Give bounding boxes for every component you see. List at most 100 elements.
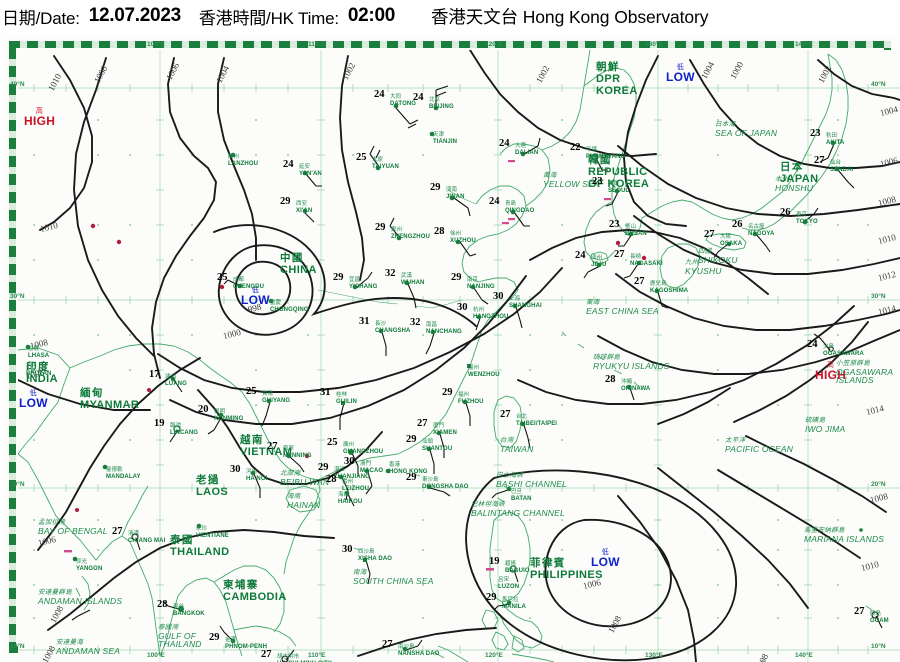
- station-temperature: 28: [157, 599, 168, 610]
- station-name-cn: 秋田: [826, 133, 838, 139]
- station-name-cn: 徐州: [450, 231, 462, 237]
- station-label: 曼德勒 MANDALAY: [106, 467, 141, 479]
- station-label: 大連 DALIAN: [515, 143, 539, 156]
- sea-label: 硫磺島 IWO JIMA: [805, 417, 845, 433]
- station-name-cn: 胡志明市: [277, 654, 300, 660]
- station-temperature: 25: [327, 437, 338, 448]
- station-label: 長崎 NAGASAKI: [630, 254, 663, 266]
- station-temperature: 30: [344, 456, 355, 467]
- station-name-en: NAGOYA: [748, 230, 775, 237]
- sea-label-cn: 海南: [287, 493, 301, 500]
- station-name-cn: 青島: [505, 201, 517, 207]
- high-pressure-marker: 高 HIGH: [24, 108, 55, 127]
- sea-label-en: HONSHU: [775, 182, 814, 193]
- station-label: 清邁 CHIANG MAI: [128, 531, 166, 544]
- station-label: 碧瑤 BAGUIO: [505, 561, 530, 573]
- station-name-cn: 天津: [433, 132, 445, 138]
- country-label-cn: 韓國: [588, 154, 612, 166]
- station-temperature: 27: [854, 606, 865, 617]
- station-name-cn: 長沙: [375, 321, 387, 327]
- station-name-cn: 永珍: [196, 526, 208, 532]
- station-label: 南寧 NANNING: [283, 446, 312, 458]
- station-name-en: SENDAI: [830, 166, 854, 173]
- sea-label-en: HAINAN: [287, 499, 321, 510]
- station-label: 南昌 NANCHANG: [426, 322, 462, 334]
- country-label-cn: 柬埔寨: [223, 579, 259, 591]
- country-label-cn: 中國: [280, 252, 304, 264]
- sea-label-en: EAST CHINA SEA: [586, 305, 659, 316]
- map-border: 1010 1008 1006 1004 1002 1002 1004 1000 1002 1010…: [2, 34, 900, 662]
- sea-label-en: RYUKYU ISLANDS: [593, 360, 670, 371]
- station-name-cn: 鄭州: [391, 227, 403, 233]
- lat-label-left: 30°N: [10, 293, 25, 300]
- station-label: 河內 HA NOI: [246, 469, 267, 481]
- station-name-cn: 呂宋: [498, 577, 510, 583]
- sea-label: 日本海 SEA OF JAPAN: [715, 121, 777, 137]
- pressure-marker-en: LOW: [19, 396, 48, 410]
- country-label-en: DPR: [596, 72, 621, 85]
- station-name-en: LINCANG: [170, 429, 199, 436]
- pressure-marker-cn: 高: [826, 362, 835, 369]
- sea-label-cn: 南海: [353, 569, 367, 576]
- station-label: 宜昌 YICHANG: [349, 277, 378, 290]
- country-label: 日本 JAPAN: [780, 162, 818, 185]
- lon-label-top: 120°E: [485, 41, 503, 48]
- station-temperature: 27: [500, 409, 511, 420]
- sea-label-en: BALINTANG CHANNEL: [471, 507, 565, 518]
- sea-label: 南海 SOUTH CHINA SEA: [353, 569, 434, 585]
- station-name-en: OSAKA: [720, 240, 743, 247]
- sea-label-cn: 馬里安納群島: [804, 527, 845, 534]
- pressure-marker-cn: 低: [29, 390, 38, 397]
- pressure-marker-cn: 低: [601, 549, 610, 556]
- station-name-cn: 曼谷: [173, 604, 185, 610]
- sea-label-en: TAIWAN: [500, 443, 534, 454]
- station-temperature: 23: [592, 176, 603, 187]
- station-name-cn: 成都: [233, 277, 245, 283]
- station-temperature: 23: [609, 219, 620, 230]
- station-temperature: 25: [356, 152, 367, 163]
- station-name-en: YICHANG: [349, 283, 378, 290]
- station-label: 永珍 VIENTIANE: [196, 526, 229, 538]
- country-label-en: REPUBLIC: [588, 165, 648, 178]
- station-name-en: OKINAWA: [621, 385, 651, 392]
- station-name-cn: 東京: [796, 212, 808, 218]
- station-temperature: 29: [451, 272, 462, 283]
- lon-label-bottom: 130°E: [645, 652, 663, 659]
- station-name-en: AKITA: [826, 139, 845, 146]
- station-label: 延安 YAN'AN: [299, 164, 322, 176]
- lon-label-bottom: 120°E: [485, 652, 503, 659]
- sea-label-cn: 安達曼海: [56, 639, 84, 646]
- station-name-en: TOKYO: [796, 218, 818, 225]
- low-pressure-marker: 低 LOW: [241, 287, 270, 306]
- time-value: 02:00: [347, 5, 395, 26]
- station-label: 曼谷 BANGKOK: [173, 604, 205, 617]
- station-name-en: BANGKOK: [173, 610, 205, 617]
- station-name-en: DALIAN: [515, 149, 539, 156]
- station-name-en: ZHANJIANG: [334, 473, 370, 480]
- country-label-en: PHILIPPINES: [530, 568, 603, 581]
- sea-label: 安達曼群島 ANDAMAN ISLANDS: [38, 589, 122, 605]
- station-temperature: 30: [230, 464, 241, 475]
- station-name-en: HONG KONG: [389, 468, 428, 475]
- station-temperature: 29: [280, 196, 291, 207]
- station-name-cn: 南沙島: [398, 644, 415, 650]
- station-temperature: 24: [489, 196, 500, 207]
- sea-label-cn: 本州: [775, 176, 789, 183]
- coastline-layer: [18, 50, 873, 662]
- station-name-en: CHIANG MAI: [128, 537, 166, 544]
- station-name-en: FUZHOU: [458, 398, 484, 405]
- station-temperature: 19: [154, 418, 165, 429]
- sea-label-cn: 小笠原群島: [836, 360, 870, 367]
- station-name-cn: 仰光: [76, 559, 88, 565]
- lat-label-right: 20°N: [871, 481, 886, 488]
- station-temperature: 29: [406, 472, 417, 483]
- station-name-en: NANSHA DAO: [398, 650, 440, 657]
- station-name-cn: 西安: [296, 201, 308, 207]
- station-name-en: GUIYANG: [262, 397, 291, 404]
- station-label: 濟南 JINAN: [446, 187, 465, 199]
- station-name-en: SEOUL: [608, 187, 630, 194]
- station-name-cn: 廈門: [433, 423, 445, 429]
- sea-label-cn: 北部灣: [280, 470, 301, 477]
- station-name-en: HANGZHOU: [473, 313, 509, 320]
- station-label: 西安 XI'AN: [296, 201, 312, 213]
